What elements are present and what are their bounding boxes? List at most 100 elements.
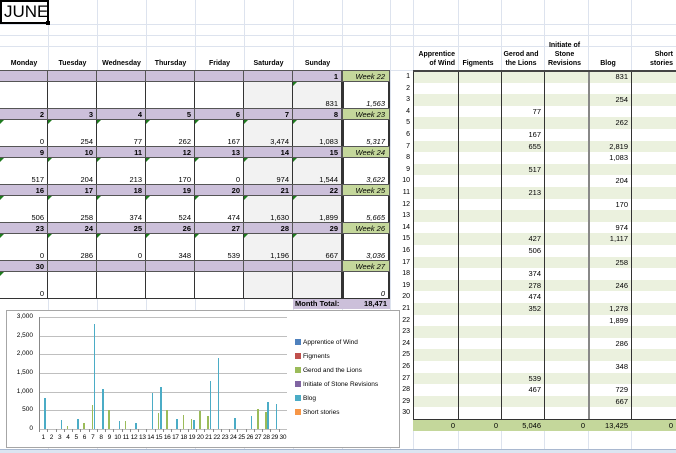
- chart-bar[interactable]: [166, 410, 168, 429]
- calendar-word-count-cell[interactable]: [0, 82, 48, 108]
- calendar-date-cell[interactable]: 10: [48, 146, 97, 158]
- legend-item[interactable]: Apprentice of Wind: [295, 339, 358, 346]
- chart-bar[interactable]: [102, 388, 104, 429]
- calendar-word-count-cell[interactable]: [48, 82, 97, 108]
- project-word-count-cell[interactable]: [544, 384, 588, 397]
- project-word-count-cell[interactable]: [413, 175, 458, 188]
- project-word-count-cell[interactable]: [501, 407, 544, 420]
- chart-bar[interactable]: [157, 413, 160, 429]
- project-word-count-cell[interactable]: [501, 349, 544, 362]
- chart-bar[interactable]: [267, 401, 269, 429]
- project-word-count-cell[interactable]: [544, 407, 588, 420]
- calendar-date-cell[interactable]: 27: [195, 222, 244, 234]
- project-word-count-cell[interactable]: [413, 163, 458, 176]
- project-word-count-cell[interactable]: 77: [501, 105, 544, 118]
- project-word-count-cell[interactable]: [631, 198, 676, 211]
- project-word-count-cell[interactable]: [631, 221, 676, 234]
- calendar-word-count-cell[interactable]: 3,474: [244, 120, 293, 146]
- project-word-count-cell[interactable]: [458, 395, 501, 408]
- project-total[interactable]: 0: [544, 420, 588, 431]
- project-word-count-cell[interactable]: [413, 384, 458, 397]
- project-total[interactable]: 0: [458, 420, 501, 431]
- project-word-count-cell[interactable]: [631, 117, 676, 130]
- week-total[interactable]: 5,665: [342, 196, 390, 222]
- project-word-count-cell[interactable]: [458, 245, 501, 257]
- project-word-count-cell[interactable]: [501, 326, 544, 339]
- project-word-count-cell[interactable]: [413, 303, 458, 315]
- project-word-count-cell[interactable]: [501, 337, 544, 350]
- week-total[interactable]: 3,622: [342, 158, 390, 184]
- week-label[interactable]: Week 22: [342, 70, 390, 82]
- project-word-count-cell[interactable]: [458, 140, 501, 153]
- calendar-word-count-cell[interactable]: 0: [0, 234, 48, 260]
- project-word-count-cell[interactable]: 1,083: [588, 152, 631, 165]
- project-total[interactable]: 0: [631, 420, 676, 431]
- project-word-count-cell[interactable]: [588, 105, 631, 118]
- project-word-count-cell[interactable]: [458, 291, 501, 304]
- project-word-count-cell[interactable]: [631, 395, 676, 408]
- calendar-date-cell[interactable]: [244, 260, 293, 272]
- project-word-count-cell[interactable]: [544, 221, 588, 234]
- project-word-count-cell[interactable]: [631, 384, 676, 397]
- calendar-date-cell[interactable]: 3: [48, 108, 97, 120]
- chart-bar[interactable]: [124, 421, 127, 429]
- project-word-count-cell[interactable]: [458, 314, 501, 327]
- project-word-count-cell[interactable]: [631, 82, 676, 95]
- chart-bar[interactable]: [217, 358, 220, 429]
- project-word-count-cell[interactable]: [631, 175, 676, 188]
- project-word-count-cell[interactable]: [413, 314, 458, 327]
- calendar-date-cell[interactable]: 30: [0, 260, 48, 272]
- project-word-count-cell[interactable]: [413, 210, 458, 223]
- fill-handle[interactable]: [46, 21, 50, 25]
- project-word-count-cell[interactable]: [544, 326, 588, 339]
- project-word-count-cell[interactable]: [413, 187, 458, 199]
- calendar-word-count-cell[interactable]: 213: [97, 158, 146, 184]
- project-word-count-cell[interactable]: [413, 326, 458, 339]
- project-word-count-cell[interactable]: [588, 210, 631, 223]
- chart-bar[interactable]: [265, 411, 267, 429]
- calendar-date-cell[interactable]: 21: [244, 184, 293, 196]
- calendar-word-count-cell[interactable]: [146, 272, 195, 298]
- project-column-header[interactable]: Blog: [588, 34, 631, 70]
- chart-bar[interactable]: [257, 408, 259, 429]
- project-word-count-cell[interactable]: 278: [501, 279, 544, 292]
- chart-bar[interactable]: [135, 422, 137, 429]
- calendar-date-cell[interactable]: 11: [97, 146, 146, 158]
- project-word-count-cell[interactable]: [544, 117, 588, 130]
- project-word-count-cell[interactable]: [631, 372, 676, 385]
- project-word-count-cell[interactable]: 167: [501, 129, 544, 141]
- project-word-count-cell[interactable]: [458, 117, 501, 130]
- calendar-date-cell[interactable]: [244, 70, 293, 82]
- legend-item[interactable]: Initiate of Stone Revisions: [295, 381, 378, 388]
- project-word-count-cell[interactable]: [631, 407, 676, 420]
- project-word-count-cell[interactable]: 262: [588, 117, 631, 130]
- chart-bar[interactable]: [108, 409, 110, 429]
- project-word-count-cell[interactable]: [413, 140, 458, 153]
- project-word-count-cell[interactable]: 539: [501, 372, 544, 385]
- project-word-count-cell[interactable]: 974: [588, 221, 631, 234]
- chart-bar[interactable]: [44, 397, 46, 429]
- calendar-word-count-cell[interactable]: 1,544: [293, 158, 342, 184]
- project-word-count-cell[interactable]: 204: [588, 175, 631, 188]
- calendar-word-count-cell[interactable]: 1,196: [244, 234, 293, 260]
- week-total[interactable]: 0: [342, 272, 390, 298]
- project-word-count-cell[interactable]: [458, 279, 501, 292]
- month-total-value[interactable]: 18,471: [342, 299, 390, 309]
- calendar-word-count-cell[interactable]: [195, 272, 244, 298]
- project-word-count-cell[interactable]: [501, 71, 544, 83]
- calendar-word-count-cell[interactable]: [195, 82, 244, 108]
- chart-bar[interactable]: [207, 415, 210, 429]
- calendar-date-cell[interactable]: 28: [244, 222, 293, 234]
- calendar-date-cell[interactable]: 1: [293, 70, 342, 82]
- project-word-count-cell[interactable]: 831: [588, 71, 631, 83]
- calendar-date-cell[interactable]: 18: [97, 184, 146, 196]
- project-word-count-cell[interactable]: [631, 291, 676, 304]
- calendar-date-cell[interactable]: 16: [0, 184, 48, 196]
- word-count-chart[interactable]: 0 500 1,000 1,500 2,000 2,500 3,000 1 2 3 4 5 6 7 8 9 10…: [6, 310, 400, 448]
- calendar-word-count-cell[interactable]: 474: [195, 196, 244, 222]
- project-word-count-cell[interactable]: [458, 337, 501, 350]
- project-word-count-cell[interactable]: [458, 210, 501, 223]
- project-word-count-cell[interactable]: [631, 94, 676, 107]
- project-word-count-cell[interactable]: [413, 105, 458, 118]
- chart-bar[interactable]: [199, 411, 201, 429]
